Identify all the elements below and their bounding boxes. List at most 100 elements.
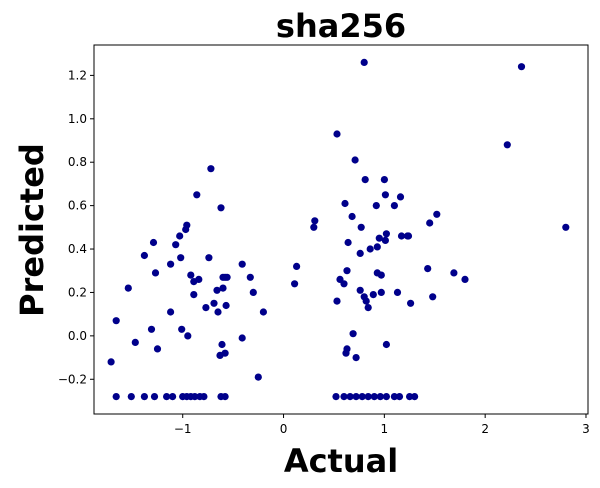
data-point bbox=[429, 293, 437, 301]
y-tick-label: 0.8 bbox=[68, 155, 87, 169]
data-point bbox=[369, 291, 377, 299]
data-point bbox=[424, 265, 432, 273]
data-point bbox=[176, 232, 184, 240]
data-point bbox=[332, 393, 340, 401]
data-point bbox=[140, 251, 148, 260]
data-point bbox=[377, 271, 385, 279]
data-point bbox=[219, 284, 227, 292]
data-point bbox=[183, 221, 191, 229]
data-point bbox=[218, 340, 226, 349]
data-point bbox=[112, 393, 120, 401]
x-tick-label: 0 bbox=[280, 422, 288, 436]
ticks-layer: −1 0 1 2 3 −0.2 0.0 0.2 0.4 0.6 0.8 1.0 1.2 bbox=[58, 68, 590, 436]
y-tick-label: 1.2 bbox=[68, 68, 87, 82]
data-point bbox=[380, 176, 388, 184]
data-point bbox=[373, 243, 381, 251]
data-point bbox=[382, 340, 390, 349]
data-point bbox=[397, 232, 406, 240]
y-tick-label: 0.2 bbox=[68, 285, 87, 299]
data-point bbox=[333, 297, 341, 305]
data-point bbox=[191, 393, 199, 401]
data-point bbox=[223, 273, 231, 281]
data-point bbox=[381, 236, 389, 244]
data-point bbox=[407, 299, 415, 307]
x-tick-label: 2 bbox=[481, 422, 489, 436]
data-point bbox=[214, 308, 222, 316]
data-point bbox=[238, 334, 246, 342]
data-point bbox=[356, 286, 364, 294]
data-point bbox=[426, 219, 434, 227]
data-point bbox=[178, 325, 186, 333]
data-point bbox=[366, 245, 374, 253]
data-point bbox=[340, 280, 348, 288]
data-point bbox=[205, 254, 213, 262]
data-point bbox=[333, 130, 341, 138]
data-point bbox=[349, 330, 357, 338]
y-tick-label: 1.0 bbox=[68, 112, 87, 126]
data-point bbox=[517, 63, 526, 71]
data-point bbox=[370, 393, 378, 401]
y-tick-label: 0.4 bbox=[68, 242, 87, 256]
data-point bbox=[259, 308, 267, 316]
data-point bbox=[360, 58, 368, 66]
data-point bbox=[503, 141, 511, 149]
x-tick-label: −1 bbox=[174, 422, 192, 436]
data-point bbox=[362, 297, 370, 305]
data-point bbox=[340, 393, 348, 401]
data-point bbox=[395, 393, 404, 401]
data-point bbox=[149, 238, 158, 247]
data-point bbox=[393, 288, 402, 296]
data-point bbox=[364, 304, 372, 312]
data-point bbox=[411, 393, 419, 401]
data-point bbox=[184, 332, 192, 340]
data-point bbox=[167, 260, 175, 268]
x-axis-label: Actual bbox=[284, 442, 398, 480]
data-point bbox=[375, 234, 383, 242]
data-point bbox=[293, 262, 301, 270]
y-tick-label: −0.2 bbox=[58, 372, 87, 386]
data-point bbox=[364, 393, 372, 401]
x-tick-label: 1 bbox=[381, 422, 389, 436]
data-point bbox=[202, 304, 210, 312]
data-point bbox=[291, 280, 299, 288]
data-point bbox=[213, 286, 221, 294]
data-point bbox=[310, 223, 318, 231]
data-point bbox=[246, 273, 254, 281]
data-point bbox=[376, 393, 384, 401]
data-point bbox=[461, 275, 469, 283]
data-point bbox=[390, 393, 398, 401]
y-axis-label: Predicted bbox=[13, 143, 51, 317]
data-point bbox=[163, 393, 171, 401]
data-point bbox=[124, 284, 132, 292]
data-point bbox=[358, 393, 366, 401]
data-point bbox=[190, 291, 198, 299]
data-point bbox=[404, 232, 413, 240]
x-tick-label: 3 bbox=[582, 422, 590, 436]
data-point bbox=[450, 269, 458, 277]
plot-frame bbox=[93, 44, 589, 415]
data-point bbox=[356, 249, 364, 257]
data-point bbox=[343, 345, 351, 353]
data-point bbox=[381, 191, 389, 199]
data-point bbox=[167, 308, 175, 316]
data-point bbox=[390, 202, 398, 210]
data-point bbox=[343, 267, 351, 275]
data-point bbox=[169, 393, 177, 401]
data-point bbox=[210, 299, 218, 307]
data-point bbox=[372, 202, 380, 210]
data-point bbox=[238, 260, 246, 268]
data-point bbox=[187, 271, 195, 279]
data-point bbox=[433, 210, 441, 218]
data-point bbox=[254, 373, 262, 381]
data-point bbox=[207, 165, 215, 173]
data-point bbox=[361, 176, 369, 184]
data-point bbox=[221, 393, 229, 401]
chart-title: sha256 bbox=[276, 7, 406, 45]
data-point bbox=[382, 230, 390, 238]
data-point bbox=[195, 275, 203, 283]
data-point bbox=[562, 223, 570, 231]
data-point bbox=[346, 393, 354, 401]
data-point bbox=[351, 156, 359, 164]
data-point bbox=[352, 393, 360, 401]
